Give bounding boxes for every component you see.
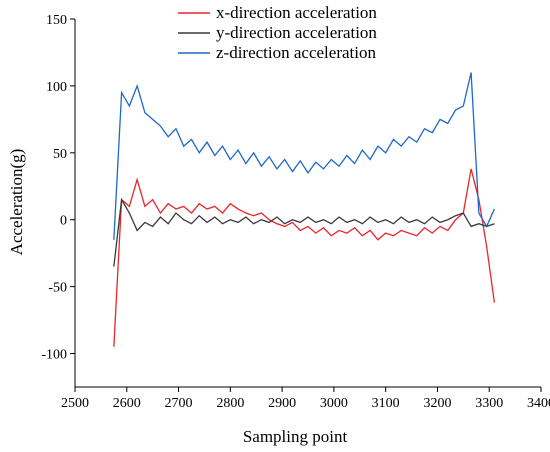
series-line	[113, 197, 495, 267]
x-axis-label: Sampling point	[243, 427, 348, 446]
y-tick-label: 0	[60, 214, 67, 229]
y-axis-label: Acceleration(g)	[7, 149, 26, 256]
x-tick-label: 2800	[216, 396, 244, 411]
legend-label: x-direction acceleration	[216, 3, 377, 22]
series-line	[113, 168, 496, 347]
x-tick-label: 2600	[113, 396, 141, 411]
x-tick-label: 2900	[268, 396, 296, 411]
series-line	[113, 72, 495, 240]
x-tick-label: 3200	[423, 396, 451, 411]
x-tick-label: 3000	[320, 396, 348, 411]
y-tick-label: -50	[48, 281, 67, 296]
y-tick-label: -100	[41, 348, 67, 363]
x-tick-label: 2500	[61, 396, 89, 411]
legend-label: z-direction acceleration	[216, 43, 376, 62]
x-tick-label: 3100	[372, 396, 400, 411]
y-tick-label: 50	[53, 147, 67, 162]
x-tick-label: 3300	[475, 396, 503, 411]
x-tick-label: 2700	[165, 396, 193, 411]
legend-label: y-direction acceleration	[216, 23, 377, 42]
y-tick-label: 100	[46, 80, 67, 95]
x-tick-label: 3400	[527, 396, 550, 411]
y-tick-label: 150	[46, 13, 67, 28]
